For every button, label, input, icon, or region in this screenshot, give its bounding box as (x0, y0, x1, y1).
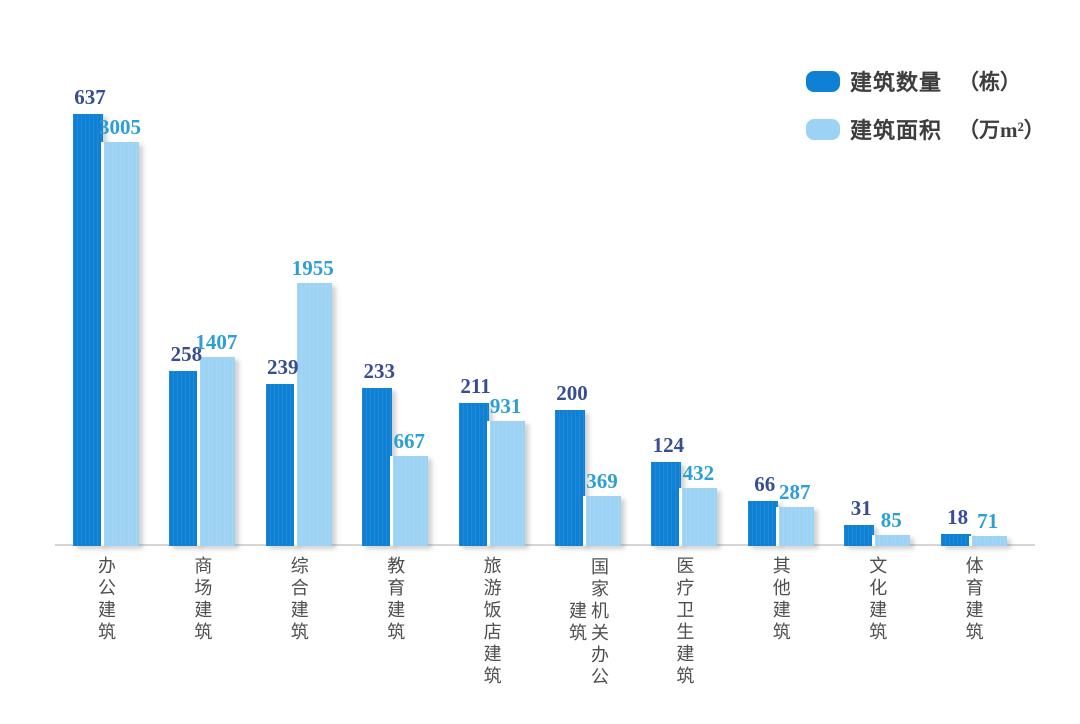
area-bar (486, 421, 525, 546)
bar-group: 233 667 (362, 0, 432, 546)
plot-area: 637 3005 258 1407 239 1955 233 667 211 931 200 369 1… (55, 0, 1035, 546)
legend-swatch-count (806, 70, 840, 92)
legend-unit-area: （万m²） (958, 118, 1045, 142)
count-bar (651, 462, 682, 546)
area-value-label: 667 (393, 429, 425, 453)
legend-swatch-area (806, 118, 840, 140)
category-label: 医疗卫生建筑 (674, 556, 695, 688)
count-bar (555, 410, 585, 546)
category-label: 综合建筑 (288, 556, 309, 644)
chart-legend: 建筑数量 （栋） 建筑面积 （万m²） (806, 68, 1045, 143)
bar-group: 239 1955 (265, 0, 336, 546)
count-value-label: 18 (947, 505, 969, 529)
area-value-label: 432 (682, 461, 715, 485)
area-value-label: 287 (779, 480, 811, 504)
category-axis-labels: 办公建筑 商场建筑 综合建筑 教育建筑 旅游饭店建筑 国家机关办公建筑 医疗卫生建筑 其他建筑… (0, 556, 1080, 716)
area-value-label: 369 (586, 469, 618, 493)
count-bar (73, 114, 103, 546)
area-bar (679, 488, 718, 546)
count-bar (265, 384, 296, 546)
count-bar (169, 371, 200, 546)
bar-group: 124 432 (651, 0, 721, 546)
category-label: 商场建筑 (192, 556, 213, 644)
area-value-label: 85 (880, 508, 902, 532)
category-label: 教育建筑 (385, 556, 406, 644)
bar-group: 66 287 (747, 0, 818, 546)
area-value-label: 1955 (291, 256, 334, 280)
area-bar (583, 496, 621, 546)
count-value-label: 637 (74, 85, 106, 109)
area-value-label: 1407 (195, 330, 238, 354)
x-axis-line (55, 544, 1035, 546)
count-bar (940, 534, 971, 546)
area-value-label: 3005 (99, 115, 141, 139)
area-bar (197, 357, 236, 546)
area-bar (293, 283, 332, 546)
count-bar (458, 403, 489, 546)
area-bar (101, 142, 139, 546)
legend-item-area: 建筑面积 （万m²） (806, 116, 1045, 143)
count-value-label: 211 (460, 374, 491, 398)
area-bar (775, 507, 814, 546)
bar-group: 200 369 (555, 0, 625, 546)
count-bar (844, 525, 875, 546)
area-value-label: 71 (977, 509, 999, 533)
bar-group: 18 71 (940, 0, 1011, 546)
count-value-label: 66 (754, 472, 776, 496)
count-value-label: 258 (170, 342, 203, 366)
bar-group: 637 3005 (73, 0, 143, 546)
bar-group: 211 931 (458, 0, 529, 546)
count-value-label: 239 (267, 355, 299, 379)
area-bar (390, 456, 429, 546)
category-label: 办公建筑 (96, 556, 116, 644)
category-label: 国家机关办公建筑 (567, 557, 609, 689)
count-bar (362, 388, 393, 546)
legend-item-count: 建筑数量 （栋） (806, 68, 1045, 95)
legend-label-area: 建筑面积 (850, 118, 943, 143)
count-value-label: 31 (850, 496, 872, 520)
category-label: 其他建筑 (770, 556, 791, 644)
bar-group: 31 85 (844, 0, 914, 546)
legend-unit-count: （栋） (958, 70, 1022, 94)
area-bar (872, 535, 911, 546)
count-value-label: 233 (363, 359, 395, 383)
bar-group: 258 1407 (169, 0, 239, 546)
category-label: 旅游饭店建筑 (481, 556, 502, 688)
count-value-label: 124 (652, 433, 685, 457)
area-value-label: 931 (489, 394, 522, 418)
count-bar (747, 501, 778, 546)
category-label: 体育建筑 (963, 556, 984, 644)
area-bar (968, 536, 1007, 546)
legend-label-count: 建筑数量 (850, 70, 943, 95)
count-value-label: 200 (556, 381, 588, 405)
category-label: 文化建筑 (867, 556, 888, 644)
